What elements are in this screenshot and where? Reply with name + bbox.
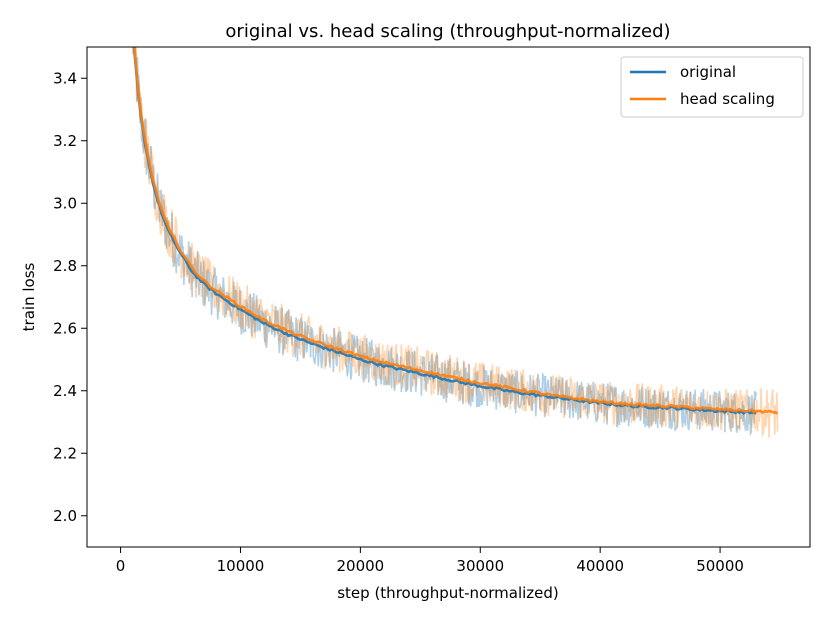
y-tick-label: 2.2 bbox=[53, 444, 77, 462]
x-tick-label: 50000 bbox=[696, 557, 744, 575]
legend: original head scaling bbox=[620, 56, 804, 118]
y-tick-label: 2.6 bbox=[53, 319, 77, 337]
series-lines bbox=[132, 47, 779, 416]
y-axis-label: train loss bbox=[20, 262, 38, 331]
raw-trace-original bbox=[132, 47, 757, 437]
y-axis: 2.0 2.2 2.4 2.6 2.8 3.0 3.2 3.4 bbox=[53, 69, 87, 525]
x-tick-label: 30000 bbox=[456, 557, 504, 575]
legend-box bbox=[620, 56, 804, 118]
x-tick-label: 0 bbox=[116, 557, 126, 575]
y-tick-label: 2.8 bbox=[53, 257, 77, 275]
chart-title: original vs. head scaling (throughput-no… bbox=[225, 21, 670, 42]
y-tick-label: 2.4 bbox=[53, 382, 77, 400]
x-axis: 0 10000 20000 30000 40000 50000 bbox=[116, 547, 744, 575]
y-tick-label: 3.2 bbox=[53, 132, 77, 150]
x-tick-label: 20000 bbox=[337, 557, 385, 575]
series-line-head-scaling bbox=[132, 47, 779, 415]
legend-label-original: original bbox=[680, 63, 736, 81]
x-tick-label: 10000 bbox=[217, 557, 265, 575]
x-tick-label: 40000 bbox=[576, 557, 624, 575]
noise-bands bbox=[132, 47, 779, 438]
y-tick-label: 3.4 bbox=[53, 69, 77, 87]
x-axis-label: step (throughput-normalized) bbox=[337, 584, 559, 602]
legend-label-head-scaling: head scaling bbox=[680, 90, 775, 108]
y-tick-label: 3.0 bbox=[53, 194, 77, 212]
y-tick-label: 2.0 bbox=[53, 507, 77, 525]
raw-trace-head-scaling bbox=[132, 47, 779, 438]
plot-frame bbox=[86, 46, 811, 548]
